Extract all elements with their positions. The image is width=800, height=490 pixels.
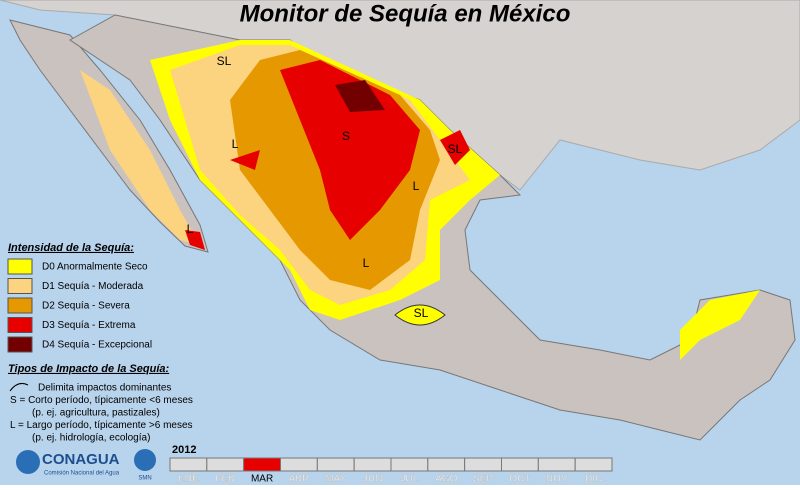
title: Monitor de Sequía en México — [240, 0, 571, 27]
month-cell — [280, 457, 318, 472]
yucatan-d0 — [680, 290, 760, 360]
map-label: S — [342, 129, 350, 143]
month-cell — [353, 457, 392, 472]
month-label: FEB — [216, 474, 236, 485]
month-label: ABR — [289, 474, 310, 485]
map-label: L — [232, 137, 239, 151]
month-label: MAY — [325, 474, 346, 485]
impact-line: Delimita impactos dominantes — [38, 383, 171, 394]
map-label: L — [363, 256, 370, 270]
legend-swatch — [7, 278, 33, 294]
legend-label: D2 Sequía - Severa — [42, 301, 130, 312]
map-label: L — [413, 179, 420, 193]
impact-line: L = Largo período, típicamente >6 meses — [10, 420, 193, 431]
legend-swatch — [7, 258, 33, 275]
yellow-pocket — [394, 304, 446, 326]
month-label: ENE — [178, 474, 199, 485]
month-cell — [537, 457, 576, 472]
month-cell — [501, 457, 539, 472]
month-label: DIC — [585, 474, 602, 485]
month-label: AGO — [435, 474, 457, 485]
month-cell — [316, 457, 355, 472]
impact-title: Tipos de Impacto de la Sequía: — [8, 363, 170, 375]
d4-area — [335, 80, 385, 112]
month-cell — [206, 457, 245, 472]
impact-line: (p. ej. agricultura, pastizales) — [32, 408, 160, 419]
impact-line-symbol — [9, 383, 29, 392]
smn-icon — [134, 449, 156, 471]
month-cell — [464, 457, 502, 472]
smn-label: SMN — [138, 476, 151, 482]
month-label: MAR — [251, 474, 273, 485]
month-label: JUL — [401, 474, 419, 485]
impact-line: S = Corto período, típicamente <6 meses — [10, 395, 193, 406]
month-label: JUN — [363, 474, 382, 485]
legend-label: D4 Sequía - Excepcional — [42, 340, 152, 351]
legend-label: D3 Sequía - Extrema — [42, 320, 136, 331]
month-label: NOV — [546, 474, 568, 485]
map-label: SL — [414, 306, 429, 320]
map-label: SL — [448, 142, 463, 156]
logo-icon — [16, 450, 40, 474]
impact-line: (p. ej. hidrología, ecología) — [32, 433, 150, 444]
legend-label: D1 Sequía - Moderada — [42, 281, 144, 292]
map-label: L — [187, 222, 194, 236]
month-label: OCT — [509, 474, 530, 485]
month-cell — [243, 457, 282, 472]
month-cell — [427, 457, 466, 472]
legend-swatch — [7, 336, 33, 353]
month-cell — [390, 457, 429, 472]
legend-swatch — [7, 297, 33, 314]
timeline-year: 2012 — [172, 444, 196, 456]
month-cell — [574, 457, 613, 472]
legend-title: Intensidad de la Sequía: — [8, 242, 134, 254]
logo-subtitle: Comisión Nacional del Agua — [44, 471, 120, 477]
legend-swatch — [7, 317, 33, 333]
map-label: SL — [217, 54, 232, 68]
logo-name: CONAGUA — [42, 451, 120, 468]
month-cell — [169, 457, 208, 472]
month-label: SEP — [473, 474, 493, 485]
legend-label: D0 Anormalmente Seco — [42, 262, 148, 273]
d3-area — [185, 60, 470, 250]
